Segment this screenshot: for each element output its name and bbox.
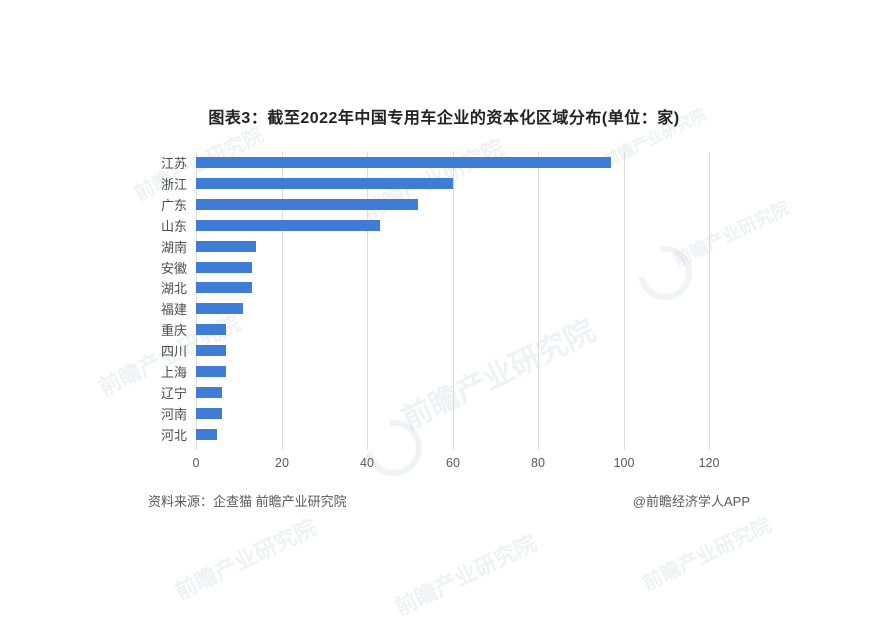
bar — [196, 387, 222, 399]
bar-row: 河北 — [0, 424, 888, 445]
x-axis-tick-label: 100 — [613, 456, 635, 470]
gridline — [538, 152, 539, 450]
y-axis-label: 浙江 — [160, 176, 187, 192]
x-axis-tick-label: 40 — [360, 456, 374, 470]
bar — [196, 198, 419, 210]
bar-row: 四川 — [0, 340, 888, 361]
bar-row: 上海 — [0, 361, 888, 382]
chart-title: 图表3：截至2022年中国专用车企业的资本化区域分布(单位：家) — [208, 110, 680, 127]
y-axis-label: 安徽 — [160, 260, 187, 276]
y-axis-label: 辽宁 — [160, 386, 187, 402]
y-axis-label: 福建 — [160, 302, 187, 318]
bar-row: 安徽 — [0, 257, 888, 278]
x-axis-labels: 0 20 40 60 80 100 120 — [192, 456, 720, 472]
bar — [196, 177, 453, 189]
gridline — [453, 152, 454, 450]
bar-rows: 江苏浙江广东山东湖南安徽湖北福建重庆四川上海辽宁河南河北 — [0, 152, 888, 445]
gridline — [196, 152, 197, 450]
bar-row: 山东 — [0, 215, 888, 236]
y-axis-label: 广东 — [160, 197, 187, 213]
bar — [196, 261, 252, 273]
y-axis-label: 河南 — [160, 407, 187, 423]
watermark-text: 前瞻产业研究院 — [639, 514, 775, 596]
bar — [196, 324, 226, 336]
bar — [196, 366, 226, 378]
bar-row: 辽宁 — [0, 382, 888, 403]
y-axis-label: 湖北 — [160, 281, 187, 297]
source-note: 资料来源：企查猫 前瞻产业研究院 — [148, 494, 347, 509]
watermark-text: 前瞻产业研究院 — [390, 530, 541, 618]
y-axis-label: 山东 — [160, 218, 187, 234]
x-axis-tick-label: 60 — [446, 456, 460, 470]
bar — [196, 282, 252, 294]
bar-row: 浙江 — [0, 173, 888, 194]
x-axis-tick-label: 20 — [275, 456, 289, 470]
bar — [196, 156, 611, 168]
bar-row: 河南 — [0, 403, 888, 424]
bar — [196, 240, 256, 252]
y-axis-label: 上海 — [160, 365, 187, 381]
gridline — [367, 152, 368, 450]
credit-note: @前瞻经济学人APP — [632, 494, 750, 509]
watermark-text: 前瞻产业研究院 — [170, 514, 321, 605]
bar — [196, 408, 222, 420]
bar-row: 江苏 — [0, 152, 888, 173]
bar-row: 广东 — [0, 194, 888, 215]
x-axis-tick-label: 120 — [698, 456, 720, 470]
bar-row: 湖北 — [0, 278, 888, 299]
y-axis-label: 湖南 — [160, 239, 187, 255]
gridline — [709, 152, 710, 450]
bar-row: 湖南 — [0, 236, 888, 257]
x-axis-tick-label: 80 — [531, 456, 545, 470]
gridline — [282, 152, 283, 450]
y-axis-label: 重庆 — [160, 323, 187, 339]
x-axis-tick-label: 0 — [192, 456, 200, 470]
bar — [196, 303, 243, 315]
bar — [196, 428, 218, 440]
y-axis-label: 江苏 — [160, 155, 187, 171]
bar — [196, 345, 226, 357]
plot-grid — [196, 152, 710, 450]
y-axis-label: 四川 — [160, 344, 187, 360]
bar-row: 福建 — [0, 298, 888, 319]
y-axis-label: 河北 — [160, 427, 187, 443]
bar-row: 重庆 — [0, 319, 888, 340]
bar — [196, 219, 380, 231]
gridline — [624, 152, 625, 450]
